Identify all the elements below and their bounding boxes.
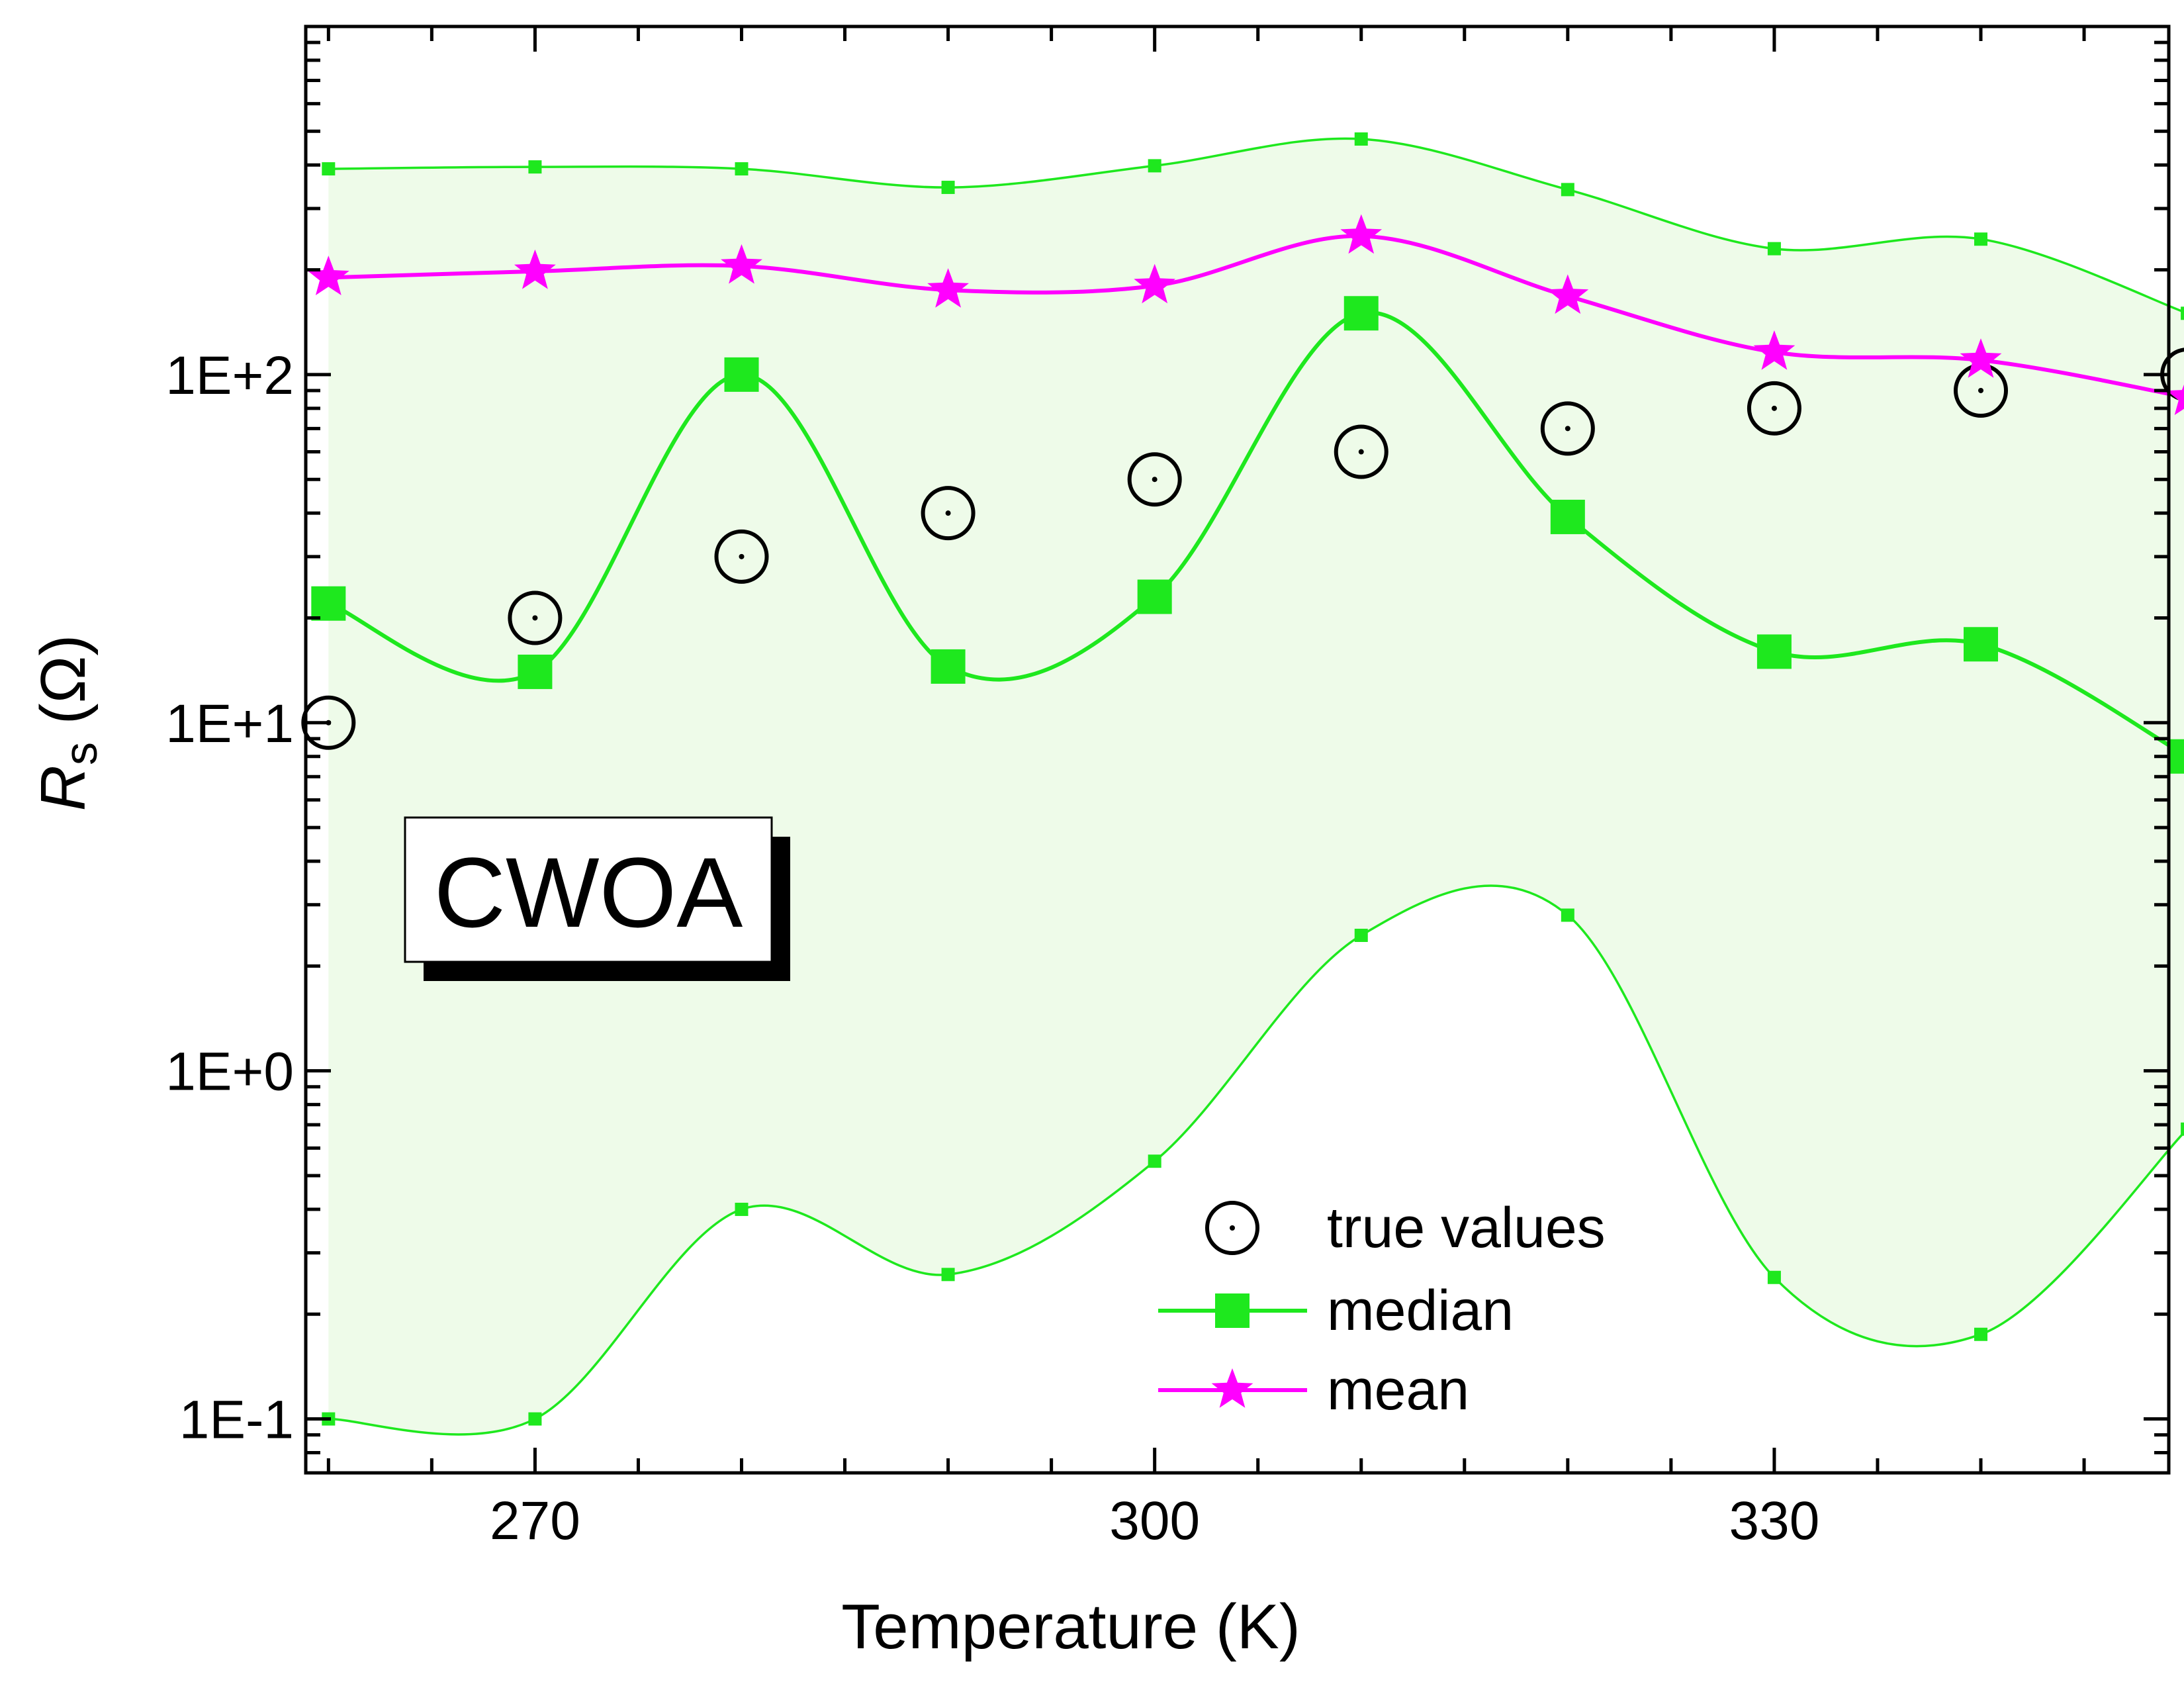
point-s1-7 [1756, 634, 1792, 669]
plot-frame [304, 24, 2171, 1475]
series-markers [301, 132, 2184, 1426]
annotation-box: CWOA [404, 816, 790, 981]
point-s0-1-dot [532, 615, 538, 621]
point-s0-6 [1540, 401, 1595, 456]
legend-marker-median [1215, 1293, 1250, 1328]
point-s1-6 [1550, 499, 1585, 534]
band-fill [328, 138, 2184, 1434]
point-s4-5 [1354, 928, 1368, 942]
point-s2-4 [1134, 263, 1176, 304]
ticks: 270 300 330 1E-1 1E+0 1E+1 1E+2 [165, 24, 2169, 1551]
point-s4-9 [2181, 1122, 2184, 1136]
x-tick-label-2: 330 [1729, 1491, 1820, 1551]
series-line-4 [328, 884, 2184, 1436]
point-s3-9 [2181, 306, 2184, 320]
point-s0-6-dot [1565, 426, 1570, 432]
point-s0-1 [508, 590, 563, 645]
point-s4-7 [1767, 1270, 1781, 1284]
point-s2-5 [1340, 214, 1383, 254]
point-s0-7 [1747, 381, 1801, 436]
series-lines [328, 137, 2184, 1436]
legend: true values median mean [1158, 1196, 1606, 1422]
point-s2-8 [1960, 338, 2002, 378]
point-s1-2 [724, 357, 759, 392]
point-s0-4-dot [1152, 477, 1158, 483]
y-axis-symbol: R [28, 765, 99, 811]
point-s4-1 [528, 1412, 542, 1426]
point-s4-4 [1148, 1154, 1161, 1168]
point-s1-3 [931, 649, 966, 684]
point-s3-6 [1561, 183, 1574, 197]
point-s0-3 [921, 486, 976, 541]
point-s3-3 [941, 181, 955, 195]
y-tick-label-1: 1E+0 [165, 1042, 294, 1102]
point-s1-5 [1343, 296, 1379, 331]
y-tick-label-2: 1E+1 [165, 694, 294, 754]
point-s3-5 [1354, 132, 1368, 146]
point-s4-6 [1561, 908, 1574, 922]
legend-label-0: true values [1327, 1196, 1606, 1260]
point-s3-2 [735, 162, 749, 176]
annotation-label: CWOA [434, 837, 743, 948]
point-s3-7 [1767, 242, 1781, 256]
point-s0-7-dot [1771, 405, 1777, 411]
annotation-frame [404, 816, 773, 963]
point-s4-3 [941, 1268, 955, 1282]
point-s3-4 [1148, 159, 1161, 173]
point-s3-1 [528, 160, 542, 174]
y-axis-subscript: s [55, 742, 107, 765]
point-s3-0 [322, 162, 336, 176]
legend-label-1: median [1327, 1279, 1514, 1342]
point-s1-0 [311, 586, 346, 621]
point-s0-3-dot [945, 510, 951, 516]
y-tick-label-3: 1E+2 [165, 346, 294, 406]
point-s0-2 [714, 529, 769, 584]
series-line-2 [328, 234, 2184, 399]
point-s2-3 [927, 268, 969, 308]
point-s4-2 [735, 1202, 749, 1216]
point-s4-8 [1974, 1327, 1988, 1341]
legend-marker-mean [1211, 1368, 1253, 1408]
point-s2-6 [1547, 274, 1589, 314]
legend-marker-true-values [1205, 1201, 1259, 1255]
point-s0-5 [1334, 424, 1388, 479]
point-s2-2 [721, 244, 762, 284]
point-s3-8 [1974, 232, 1988, 246]
point-s2-9 [2166, 384, 2184, 415]
legend-marker-true-values-dot [1230, 1225, 1235, 1231]
y-tick-label-0: 1E-1 [179, 1390, 294, 1450]
point-s2-0 [307, 256, 349, 295]
legend-label-2: mean [1327, 1358, 1469, 1422]
series-line-1 [328, 310, 2184, 757]
point-s2-7 [1753, 330, 1796, 370]
point-s0-4 [1127, 452, 1182, 507]
point-s0-2-dot [739, 553, 745, 559]
series-line-3 [328, 137, 2184, 314]
uncertainty-band [328, 138, 2184, 1434]
y-axis-title: Rs (Ω) [28, 635, 107, 812]
point-s0-8-dot [1978, 387, 1984, 393]
point-s0-0 [301, 695, 356, 750]
point-s0-5-dot [1358, 449, 1364, 455]
point-s1-4 [1137, 579, 1172, 614]
point-s2-1 [514, 249, 556, 289]
point-s1-9 [2170, 739, 2184, 774]
axis-titles: Temperature (K) Rs (Ω) [28, 635, 1300, 1662]
x-tick-label-0: 270 [490, 1491, 580, 1551]
point-s1-1 [518, 654, 553, 689]
axes [304, 24, 2171, 1475]
point-s1-8 [1964, 627, 1999, 662]
x-axis-title: Temperature (K) [841, 1591, 1300, 1662]
x-tick-label-1: 300 [1109, 1491, 1200, 1551]
y-axis-unit: (Ω) [28, 635, 99, 742]
